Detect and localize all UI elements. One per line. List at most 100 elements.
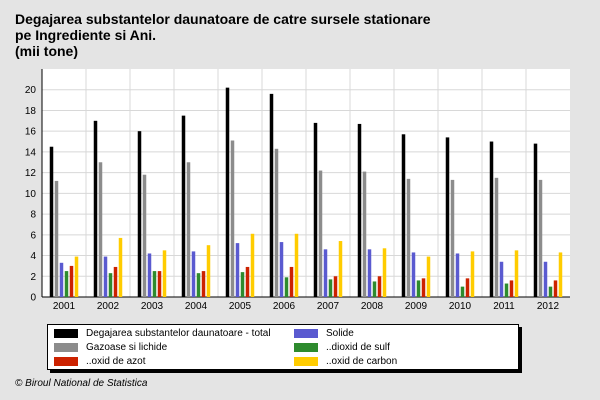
x-tick-label: 2011 — [493, 301, 515, 312]
bar — [98, 162, 103, 297]
bar — [274, 148, 279, 297]
legend-swatch — [294, 329, 318, 338]
bar — [250, 233, 255, 297]
bar — [54, 180, 59, 297]
legend-label: Solide — [326, 328, 354, 339]
x-tick-label: 2005 — [229, 301, 252, 312]
bar — [372, 281, 377, 297]
bar — [157, 271, 162, 297]
bar — [201, 271, 206, 297]
legend-label: ..dioxid de sulf — [326, 342, 390, 353]
legend-label: ..oxid de azot — [86, 356, 146, 367]
bar — [284, 277, 289, 297]
bar — [377, 276, 382, 297]
bar — [460, 286, 465, 297]
bar — [103, 256, 108, 297]
bar — [558, 252, 563, 297]
legend-swatch — [54, 329, 78, 338]
bar — [245, 266, 250, 297]
legend-swatch — [294, 357, 318, 366]
x-tick-label: 2009 — [405, 301, 428, 312]
bar — [499, 261, 504, 297]
bar — [59, 262, 64, 297]
bar — [494, 177, 499, 297]
bar — [406, 178, 411, 297]
bar — [49, 146, 54, 297]
bar — [206, 245, 211, 297]
bar — [74, 256, 79, 297]
bar — [553, 280, 558, 297]
bar — [225, 87, 230, 298]
bar — [196, 273, 201, 297]
bar — [367, 249, 372, 297]
x-tick-label: 2007 — [317, 301, 340, 312]
y-tick-label: 20 — [25, 85, 37, 96]
bar — [93, 120, 98, 298]
bar — [465, 278, 470, 297]
chart-title: Degajarea substantelor daunatoare de cat… — [15, 11, 431, 59]
bar — [538, 179, 543, 297]
y-tick-label: 16 — [25, 127, 37, 138]
bar — [411, 252, 416, 297]
bar — [357, 123, 362, 297]
y-tick-label: 8 — [30, 210, 36, 221]
bar — [455, 253, 460, 297]
bar — [548, 286, 553, 297]
y-tick-label: 14 — [25, 147, 37, 158]
y-tick-label: 0 — [30, 293, 36, 304]
bar — [279, 242, 284, 297]
bar — [137, 131, 142, 297]
y-tick-label: 4 — [30, 251, 36, 262]
copyright-footer: © Biroul National de Statistica — [15, 378, 148, 389]
x-tick-label: 2012 — [537, 301, 560, 312]
title-line-1: Degajarea substantelor daunatoare de cat… — [15, 11, 431, 27]
legend-swatch — [54, 343, 78, 352]
bar — [152, 271, 157, 297]
bar — [108, 273, 113, 297]
bar — [416, 280, 421, 297]
bar — [191, 251, 196, 297]
bar — [401, 134, 406, 297]
bar — [142, 174, 147, 297]
title-line-3: (mii tone) — [15, 43, 78, 59]
x-tick-label: 2001 — [53, 301, 76, 312]
bar — [426, 256, 431, 297]
title-line-2: pe Ingrediente si Ani. — [15, 27, 157, 43]
bar — [181, 115, 186, 298]
bar — [470, 251, 475, 297]
bar — [338, 241, 343, 297]
chart-legend: Degajarea substantelor daunatoare - tota… — [47, 324, 519, 370]
bar — [323, 249, 328, 297]
bar — [328, 279, 333, 297]
y-tick-label: 12 — [25, 168, 37, 179]
x-tick-label: 2003 — [141, 301, 164, 312]
bar — [421, 278, 426, 297]
bar — [509, 280, 514, 297]
bar — [289, 266, 294, 297]
bar — [504, 283, 509, 297]
x-tick-label: 2008 — [361, 301, 384, 312]
y-tick-label: 6 — [30, 230, 36, 241]
x-tick-label: 2010 — [449, 301, 472, 312]
bar — [118, 237, 123, 297]
y-tick-label: 18 — [25, 106, 37, 117]
bar — [318, 170, 323, 297]
y-tick-label: 10 — [25, 189, 37, 200]
legend-label: Gazoase si lichide — [86, 342, 168, 353]
legend-label: Degajarea substantelor daunatoare - tota… — [86, 328, 271, 339]
bar — [230, 140, 235, 297]
bar — [543, 261, 548, 297]
x-tick-label: 2002 — [97, 301, 120, 312]
bar — [113, 266, 118, 297]
bar — [162, 250, 167, 297]
bar — [514, 250, 519, 297]
x-tick-label: 2004 — [185, 301, 208, 312]
y-tick-label: 2 — [30, 272, 36, 283]
bar — [147, 253, 152, 297]
bar — [186, 162, 191, 297]
bar — [333, 276, 338, 297]
bar — [533, 143, 538, 297]
legend-label: ..oxid de carbon — [326, 356, 398, 367]
bar — [313, 122, 318, 298]
